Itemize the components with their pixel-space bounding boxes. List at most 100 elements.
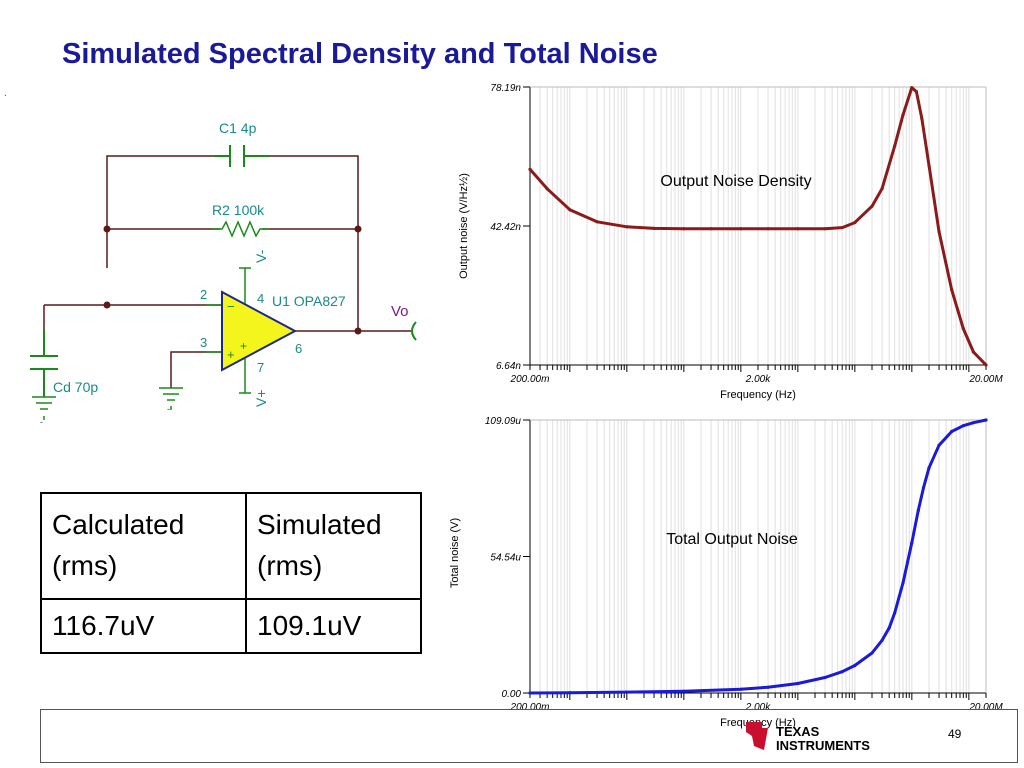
opamp-symbol — [221, 290, 298, 372]
chart1-x-axis-label: Frequency (Hz) — [720, 389, 796, 401]
chart1-data-point — [739, 227, 743, 231]
chart2-y-tick-label: 0.00 — [502, 689, 522, 700]
chart2-data-point — [796, 681, 800, 686]
chart2-y-tick-label: 54.54u — [490, 553, 521, 564]
c1-capacitor — [214, 145, 270, 167]
junction-dot-input — [103, 301, 111, 309]
chart1-data-point — [652, 226, 656, 230]
ti-logo: TEXAS INSTRUMENTS — [740, 716, 880, 761]
chart1-annotation: Output Noise Density — [660, 173, 811, 190]
chart2-data-point — [880, 638, 884, 643]
chart1-data-point — [870, 204, 874, 208]
junction-dot-r2-left — [103, 225, 111, 233]
chart2-x-tick-label: 2.00k — [745, 702, 771, 713]
r2-label: R2 100k — [212, 202, 265, 218]
chart1-data-point — [950, 288, 954, 292]
chart1-data-point — [766, 227, 770, 231]
chart2-data-point — [910, 541, 914, 545]
chart2-data-point — [625, 690, 629, 694]
opamp-plus-sign-inner: + — [240, 339, 247, 353]
chart1-data-point — [971, 350, 975, 354]
chart2-data-point — [568, 691, 572, 695]
chart1-data-point — [880, 187, 884, 191]
footer-bar — [40, 709, 1018, 763]
junction-dot-r2-right — [354, 225, 362, 233]
table-value-calculated: 116.7uV — [40, 598, 247, 654]
ground-symbol-cd — [32, 396, 56, 420]
feedback-wire-top-right — [244, 155, 359, 331]
ground-symbol-opamp — [159, 387, 183, 410]
chart1-data-point — [823, 227, 827, 231]
ti-logo-text-1: TEXAS — [776, 724, 820, 739]
chart2-data-point — [937, 443, 941, 447]
chart1-data-point — [937, 229, 941, 234]
v-minus-label: V- — [253, 249, 269, 263]
chart1-data-point — [682, 227, 686, 231]
chart1-data-point — [709, 227, 713, 231]
chart1-data-point — [796, 227, 800, 231]
chart2-series-line — [529, 418, 987, 695]
chart2-data-point — [870, 651, 874, 655]
chart1-data-point — [853, 220, 857, 225]
chart2-data-point — [971, 421, 975, 425]
pin4-label: 4 — [257, 291, 264, 306]
chart2-data-point — [901, 581, 905, 585]
table-header-calculated: Calculated (rms) — [40, 492, 247, 600]
chart1-data-point — [920, 117, 924, 121]
v-plus-label: V+ — [253, 389, 269, 407]
ti-logo-mark — [746, 722, 768, 750]
chart1-y-axis-label: Output noise (V/Hz½) — [458, 173, 470, 279]
chart1-data-point — [625, 225, 629, 229]
chart2-data-point — [887, 626, 891, 630]
slide-title: Simulated Spectral Density and Total Noi… — [62, 38, 658, 70]
chart2-x-tick-label: 200.00m — [510, 702, 550, 713]
chart1-data-point — [927, 163, 931, 168]
chart2-data-point — [950, 429, 954, 434]
cd-label: Cd 70p — [53, 379, 98, 395]
chart2-data-point — [528, 691, 532, 695]
ground-wire — [170, 351, 222, 388]
page-number: 49 — [948, 727, 962, 741]
chart2-y-axis-label: Total noise (V) — [449, 518, 461, 588]
chart2-data-point — [916, 508, 920, 512]
chart2-data-point — [984, 418, 988, 422]
chart1-data-point — [984, 363, 988, 367]
table-value-simulated: 109.1uV — [245, 598, 422, 654]
pin7-label: 7 — [257, 360, 264, 375]
chart2-data-point — [853, 663, 857, 668]
chart1-data-point — [914, 90, 918, 94]
chart2-data-point — [823, 675, 827, 680]
chart2-data-point — [766, 685, 770, 689]
r2-resistor — [212, 220, 270, 238]
chart1-y-tick-label: 78.19n — [490, 83, 521, 94]
chart1-x-tick-label: 2.00k — [745, 374, 771, 385]
chart1-data-point — [568, 208, 572, 212]
cd-capacitor — [30, 330, 58, 397]
chart2-y-tick-label: 109.09u — [485, 416, 522, 427]
ti-logo-text-2: INSTRUMENTS — [776, 738, 870, 753]
chart1-data-point — [840, 226, 844, 230]
chart1-data-point — [910, 86, 914, 90]
vo-connector — [411, 321, 417, 341]
chart2-data-point — [893, 611, 897, 615]
c1-label: C1 4p — [219, 120, 257, 136]
chart2-annotation: Total Output Noise — [666, 531, 798, 548]
opamp-minus-sign: − — [227, 299, 235, 314]
chart1-y-tick-label: 6.64n — [496, 361, 521, 372]
chart2-x-tick-label: 20.00M — [968, 702, 1003, 713]
chart2-data-point — [961, 424, 965, 428]
chart2-data-point — [739, 687, 743, 691]
chart2-data-point — [682, 689, 686, 693]
chart1-x-tick-label: 20.00M — [968, 374, 1003, 385]
chart1-data-point — [545, 187, 549, 191]
slide-dot: . — [4, 88, 7, 99]
u1-label: U1 OPA827 — [272, 293, 346, 309]
chart1-data-point — [893, 144, 897, 148]
pin2-label: 2 — [200, 287, 207, 302]
ground-tick-opamp: - — [167, 404, 170, 414]
chart2-data-point — [840, 670, 844, 674]
chart1-data-point — [901, 113, 905, 117]
opamp-plus-sign: + — [227, 347, 235, 362]
chart1-data-point — [595, 220, 599, 224]
